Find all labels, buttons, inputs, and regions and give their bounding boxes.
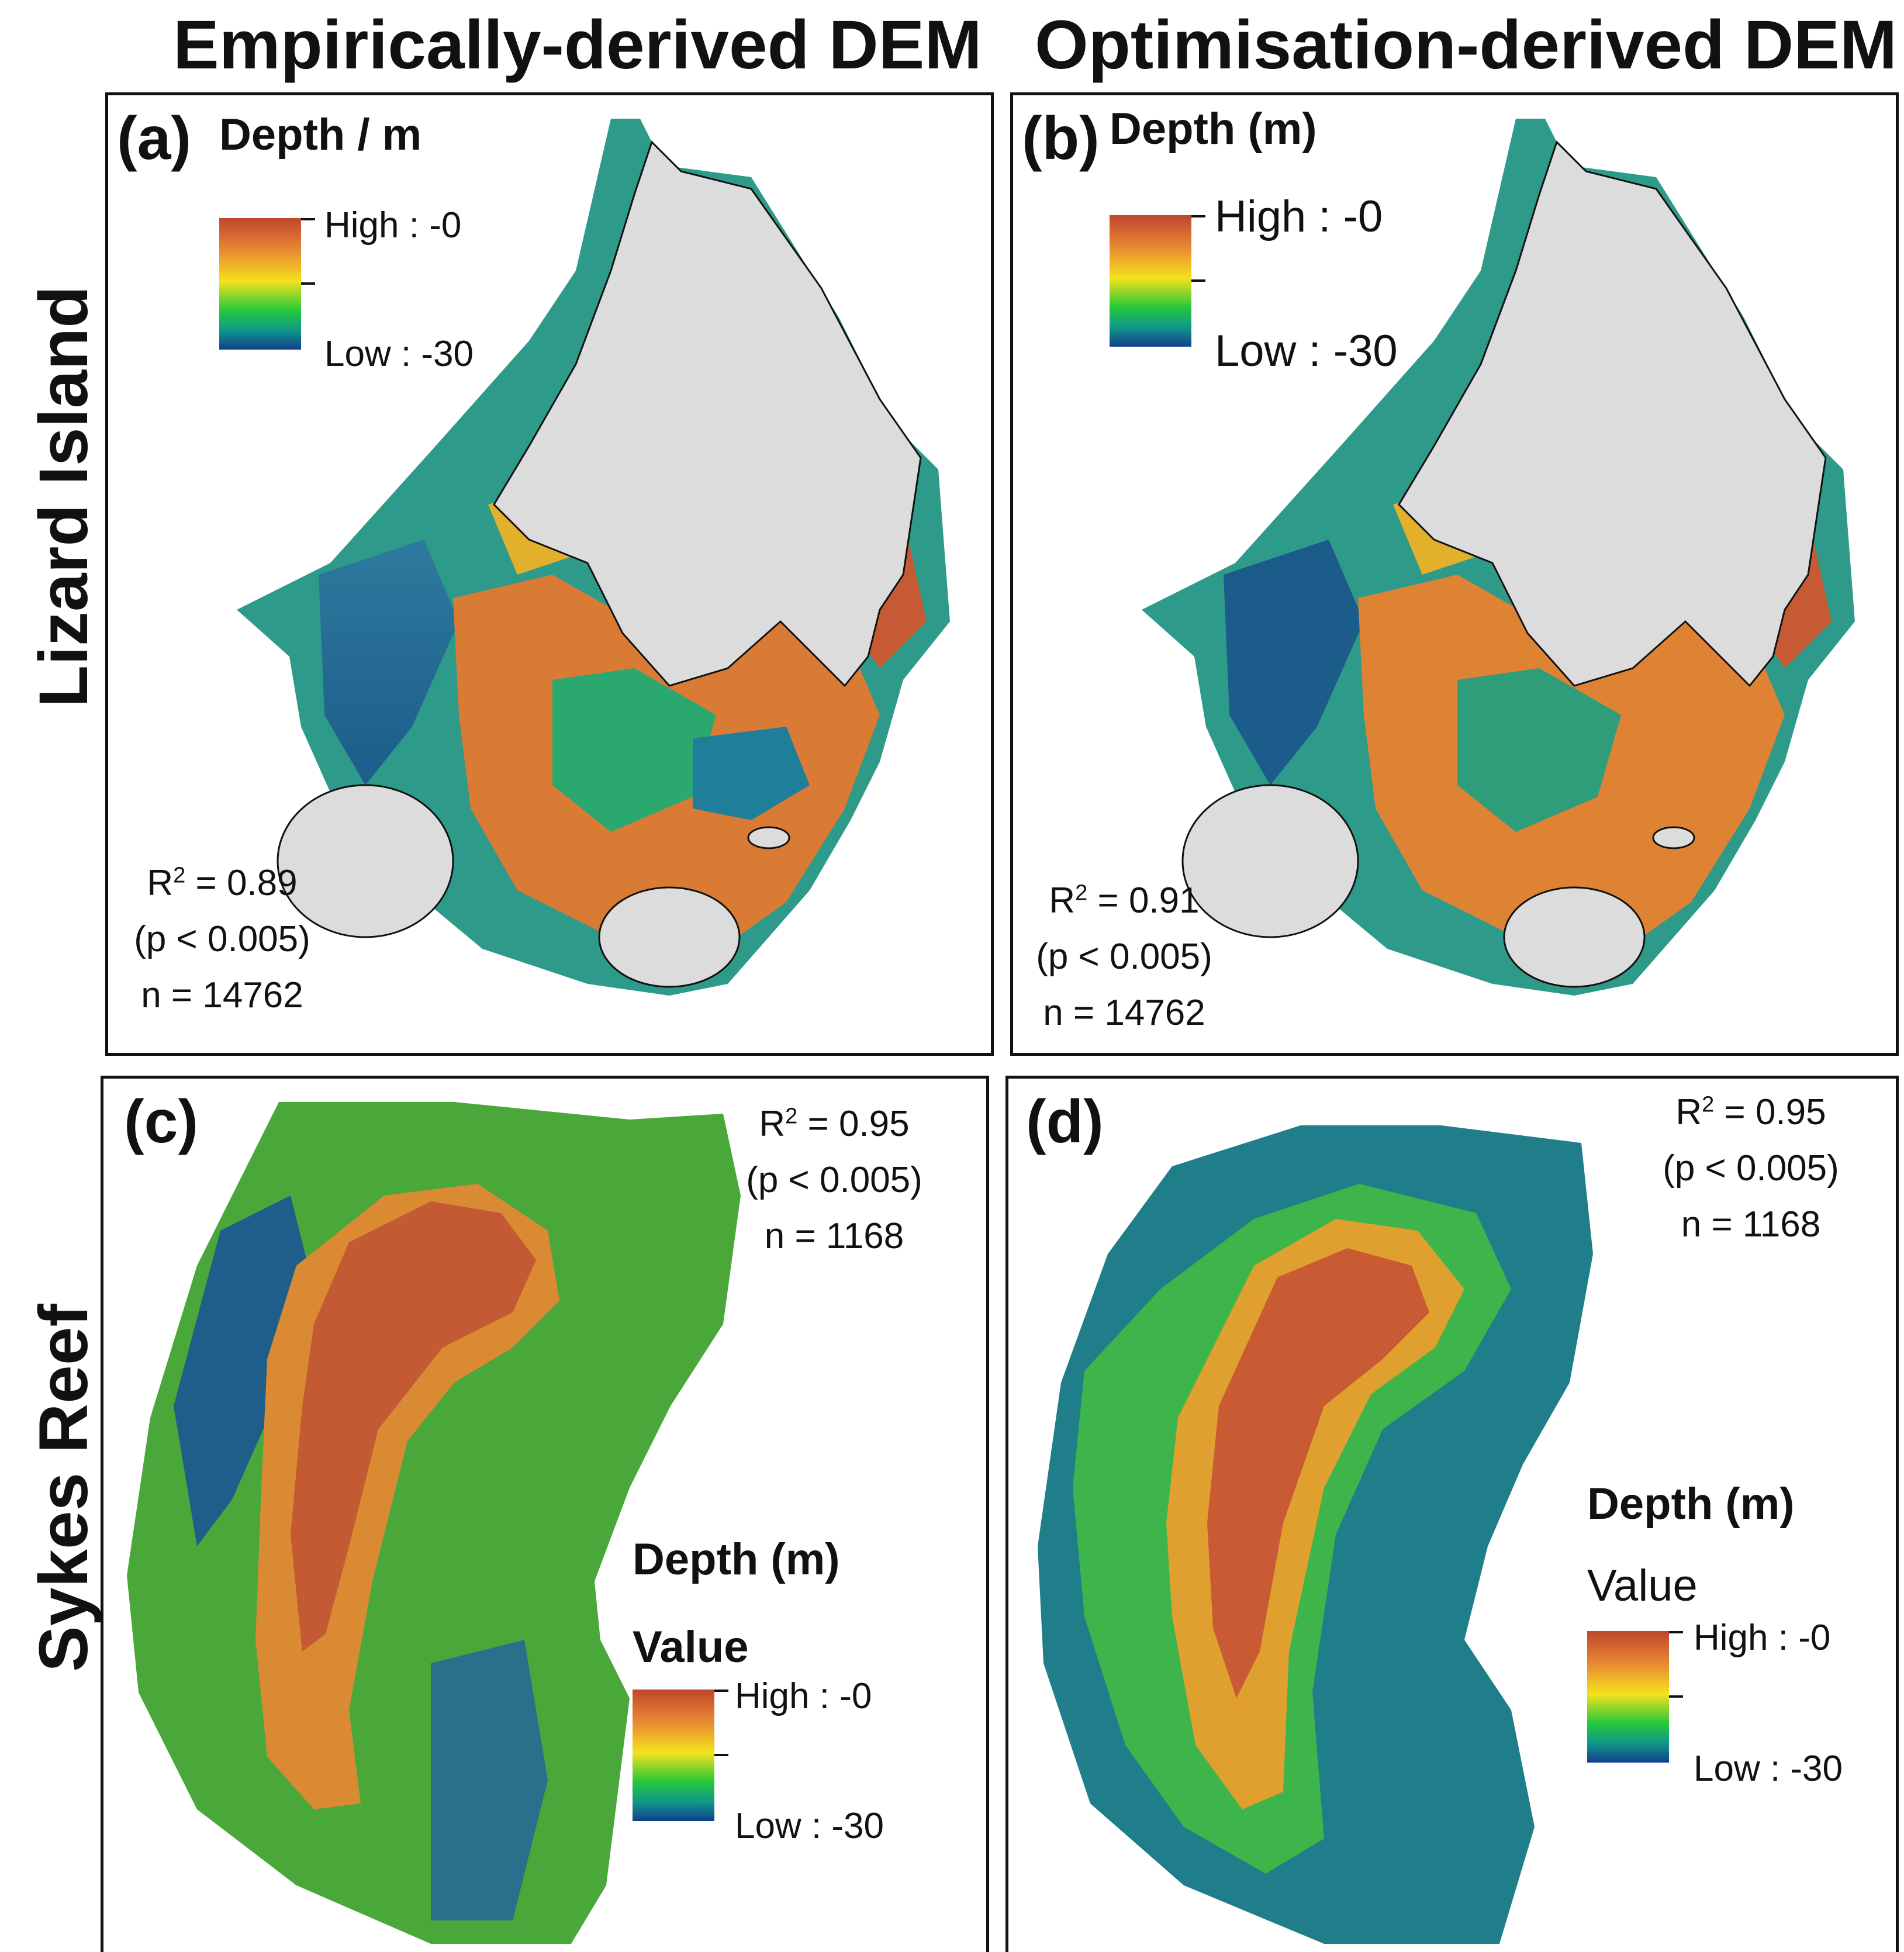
r2-value: = 0.95 <box>1714 1092 1826 1132</box>
legend-title: Depth (m) <box>1587 1479 1795 1529</box>
legend-low-label: Low : -30 <box>324 334 474 374</box>
color-ramp <box>633 1690 714 1821</box>
legend-high-label: High : -0 <box>324 205 462 246</box>
legend-high-label: High : -0 <box>1694 1618 1831 1658</box>
legend-low-label: Low : -30 <box>1215 326 1398 376</box>
r2-symbol: R <box>759 1104 786 1144</box>
r2-superscript: 2 <box>785 1104 798 1129</box>
legend-low-label: Low : -30 <box>1694 1749 1843 1789</box>
r2-value: = 0.89 <box>185 863 298 903</box>
panel-c: (c) R2 = 0.95 (p < 0.005) n = 1168 Depth… <box>101 1076 989 1952</box>
legend-title: Depth (m) <box>1110 104 1317 154</box>
sample-size: n = 14762 <box>1043 993 1205 1034</box>
ramp-tick-high <box>1669 1631 1683 1633</box>
panel-label: (b) <box>1022 105 1100 172</box>
legend-low-label: Low : -30 <box>735 1806 884 1846</box>
row-title-sykes-reef: Sykes Reef <box>25 1304 102 1672</box>
color-ramp-legend <box>1110 215 1205 347</box>
legend-high-label: High : -0 <box>735 1676 872 1716</box>
ramp-tick-mid <box>301 282 315 285</box>
p-value: (p < 0.005) <box>134 919 310 960</box>
color-ramp-legend <box>633 1690 728 1821</box>
color-ramp <box>1587 1631 1669 1763</box>
sample-size: n = 1168 <box>764 1216 904 1257</box>
sykes-reef-optimised-dem-map <box>1038 1125 1593 1944</box>
p-value: (p < 0.005) <box>1663 1148 1839 1189</box>
regression-stats: R2 = 0.89 (p < 0.005) n = 14762 <box>126 855 319 1024</box>
panel-label: (c) <box>124 1088 199 1156</box>
row-title-lizard-island: Lizard Island <box>25 285 102 707</box>
r2-value: = 0.95 <box>797 1104 910 1144</box>
panel-a: (a) Depth / m High : -0 Low : -30 R2 = 0… <box>105 92 994 1056</box>
r2-value: = 0.91 <box>1087 880 1200 921</box>
p-value: (p < 0.005) <box>1036 937 1212 977</box>
ramp-tick-mid <box>1669 1695 1683 1698</box>
panel-label: (d) <box>1026 1088 1104 1156</box>
sample-size: n = 1168 <box>1681 1204 1821 1245</box>
color-ramp <box>219 218 301 350</box>
r2-symbol: R <box>1675 1092 1702 1132</box>
ramp-tick-mid <box>1191 279 1205 282</box>
r2-symbol: R <box>147 863 174 903</box>
color-ramp-legend <box>219 218 315 350</box>
panel-b: (b) Depth (m) High : -0 Low : -30 R2 = 0… <box>1010 92 1899 1056</box>
sample-size: n = 14762 <box>141 975 303 1016</box>
ramp-tick-mid <box>714 1754 728 1756</box>
lizard-island-dem-map <box>237 119 950 996</box>
r2-superscript: 2 <box>1702 1092 1715 1117</box>
p-value: (p < 0.005) <box>746 1160 922 1201</box>
color-ramp-legend <box>1587 1631 1683 1763</box>
legend-high-label: High : -0 <box>1215 192 1383 241</box>
r2-symbol: R <box>1049 880 1076 921</box>
ramp-tick-high <box>301 218 315 220</box>
legend-value-label: Value <box>1587 1561 1698 1611</box>
r2-superscript: 2 <box>1075 880 1088 906</box>
legend-value-label: Value <box>633 1622 749 1672</box>
regression-stats: R2 = 0.95 (p < 0.005) n = 1168 <box>1646 1084 1856 1253</box>
panel-d: (d) R2 = 0.95 (p < 0.005) n = 1168 Depth… <box>1005 1076 1899 1952</box>
legend-title: Depth (m) <box>633 1535 840 1584</box>
r2-superscript: 2 <box>173 863 186 888</box>
ramp-tick-high <box>714 1690 728 1692</box>
regression-stats: R2 = 0.91 (p < 0.005) n = 14762 <box>1019 873 1229 1041</box>
panel-label: (a) <box>117 105 192 172</box>
column-title-optimisation: Optimisation-derived DEM <box>1035 6 1898 84</box>
lizard-island-optimised-dem-map <box>1142 119 1855 996</box>
legend-title: Depth / m <box>219 110 422 160</box>
regression-stats: R2 = 0.95 (p < 0.005) n = 1168 <box>729 1096 939 1265</box>
ramp-tick-high <box>1191 215 1205 217</box>
column-title-empirical: Empirically-derived DEM <box>173 6 982 84</box>
color-ramp <box>1110 215 1191 347</box>
sykes-reef-dem-map <box>127 1102 741 1944</box>
